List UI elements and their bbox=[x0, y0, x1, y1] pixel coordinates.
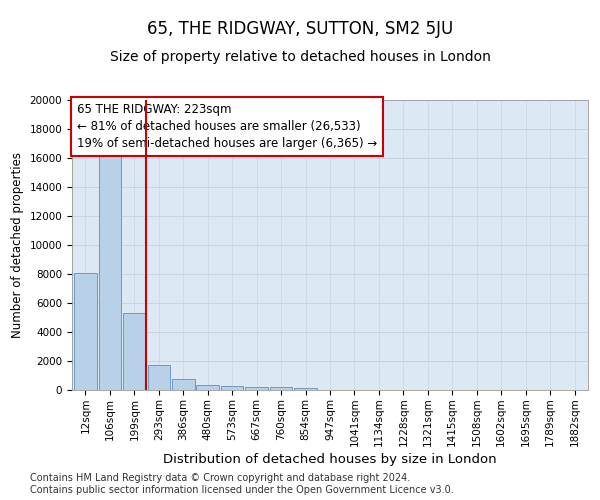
Bar bbox=[294, 388, 317, 390]
Text: Contains HM Land Registry data © Crown copyright and database right 2024.
Contai: Contains HM Land Registry data © Crown c… bbox=[30, 474, 454, 495]
Bar bbox=[245, 387, 268, 390]
Bar bbox=[221, 386, 244, 390]
Text: 65, THE RIDGWAY, SUTTON, SM2 5JU: 65, THE RIDGWAY, SUTTON, SM2 5JU bbox=[147, 20, 453, 38]
Text: Size of property relative to detached houses in London: Size of property relative to detached ho… bbox=[110, 50, 490, 64]
Bar bbox=[98, 150, 121, 390]
Bar bbox=[74, 272, 97, 390]
Bar bbox=[172, 379, 194, 390]
Text: 65 THE RIDGWAY: 223sqm
← 81% of detached houses are smaller (26,533)
19% of semi: 65 THE RIDGWAY: 223sqm ← 81% of detached… bbox=[77, 103, 377, 150]
Bar bbox=[196, 385, 219, 390]
X-axis label: Distribution of detached houses by size in London: Distribution of detached houses by size … bbox=[163, 454, 497, 466]
Bar bbox=[270, 388, 292, 390]
Y-axis label: Number of detached properties: Number of detached properties bbox=[11, 152, 24, 338]
Bar bbox=[148, 364, 170, 390]
Bar bbox=[123, 313, 146, 390]
